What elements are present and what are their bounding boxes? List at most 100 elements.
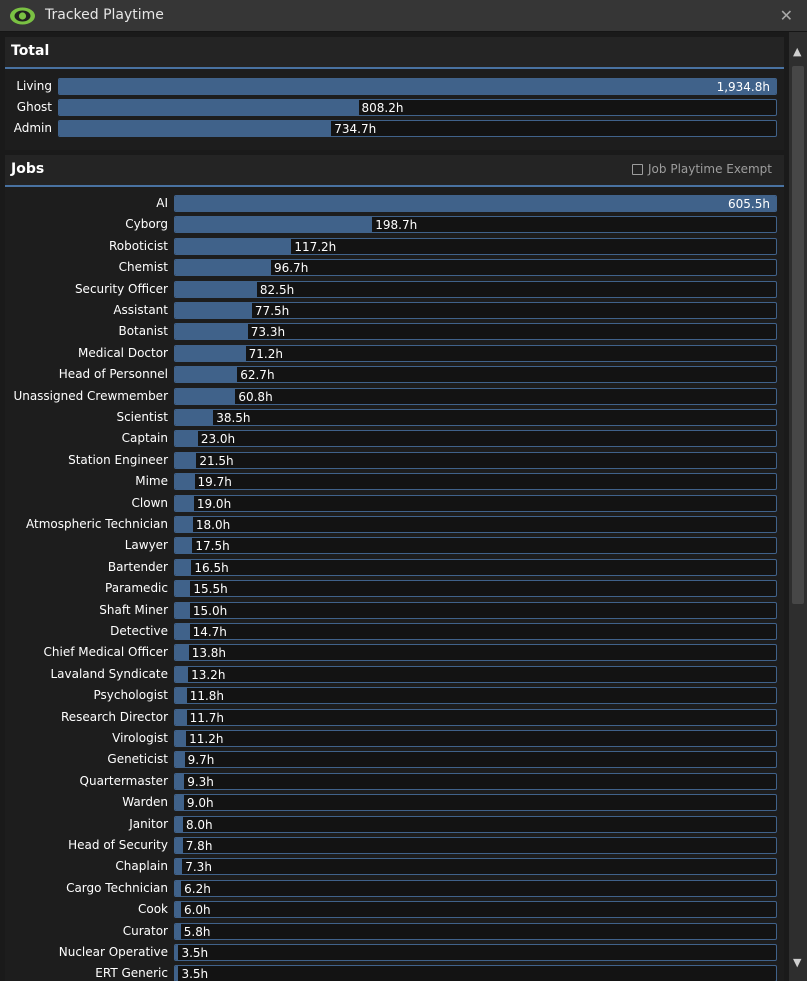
job-progress-fill (175, 795, 184, 811)
job-progress-bar: 73.3h (174, 323, 777, 341)
job-progress-fill (175, 709, 187, 725)
job-hours-value: 38.5h (216, 411, 251, 425)
job-progress-bar: 11.8h (174, 687, 777, 705)
job-row-atmospheric-technician: Atmospheric Technician 18.0h (5, 514, 784, 535)
checkbox-icon[interactable] (632, 163, 644, 175)
job-label: Psychologist (93, 688, 168, 703)
job-progress-bar: 23.0h (174, 430, 777, 448)
job-row-shaft-miner: Shaft Miner 15.0h (5, 600, 784, 621)
job-hours-value: 62.7h (240, 368, 275, 383)
close-icon[interactable]: ✕ (779, 6, 793, 25)
job-label: Mime (135, 474, 168, 489)
job-row-detective: Detective 14.7h (5, 621, 784, 642)
scroll-up-arrow-icon[interactable]: ▲ (793, 45, 802, 58)
job-hours-value: 8.0h (185, 817, 213, 832)
job-hours-value: 82.5h (259, 282, 295, 297)
total-label: Living (16, 79, 52, 93)
vertical-scrollbar[interactable]: ▲ ▼ (789, 32, 807, 981)
job-label: Cyborg (125, 217, 168, 232)
scroll-down-arrow-icon[interactable]: ▼ (793, 956, 802, 969)
job-label: Assistant (113, 303, 168, 317)
job-progress-bar: 605.5h (174, 195, 777, 212)
job-progress-bar: 9.0h (174, 794, 777, 812)
job-hours-value: 605.5h (728, 197, 770, 211)
job-progress-fill (175, 773, 185, 789)
job-label: AI (156, 196, 168, 210)
job-label: Head of Personnel (58, 367, 168, 382)
job-progress-bar: 16.5h (174, 558, 777, 576)
job-hours-value: 16.5h (194, 560, 229, 575)
job-progress-bar: 5.8h (174, 922, 777, 940)
job-hours-value: 17.5h (195, 539, 230, 554)
job-hours-value: 73.3h (250, 325, 286, 340)
total-row-admin: Admin 734.7h (5, 118, 784, 139)
job-row-medical-doctor: Medical Doctor 71.2h (5, 343, 784, 364)
job-progress-bar: 13.8h (174, 644, 777, 662)
job-label: Cargo Technician (66, 880, 168, 895)
job-progress-fill (175, 923, 181, 939)
total-hours-value: 808.2h (361, 101, 404, 115)
job-progress-fill (175, 838, 183, 853)
job-row-scientist: Scientist 38.5h (5, 407, 784, 428)
job-hours-value: 18.0h (195, 518, 231, 532)
jobs-section-header: Jobs Job Playtime Exempt (5, 155, 784, 187)
title-bar[interactable]: Tracked Playtime ✕ (0, 0, 807, 32)
job-label: Chaplain (115, 859, 168, 874)
job-progress-fill (175, 666, 189, 682)
job-progress-bar: 60.8h (174, 387, 777, 405)
job-playtime-exempt-checkbox[interactable]: Job Playtime Exempt (632, 162, 772, 176)
job-row-bartender: Bartender 16.5h (5, 557, 784, 578)
job-hours-value: 23.0h (200, 432, 236, 447)
job-progress-bar: 6.0h (174, 901, 777, 919)
job-progress-fill (175, 495, 194, 511)
job-row-warden: Warden 9.0h (5, 792, 784, 813)
job-label: Scientist (116, 410, 168, 424)
job-row-quartermaster: Quartermaster 9.3h (5, 771, 784, 792)
total-row-living: Living 1,934.8h (5, 76, 784, 97)
eye-icon (10, 7, 35, 25)
job-progress-bar: 13.2h (174, 665, 777, 683)
job-progress-fill (175, 902, 181, 918)
job-progress-fill (175, 281, 257, 297)
jobs-section-title: Jobs (11, 161, 45, 177)
job-progress-fill (175, 688, 187, 704)
job-row-cargo-technician: Cargo Technician 6.2h (5, 878, 784, 899)
job-progress-bar: 62.7h (174, 366, 777, 384)
total-progress-fill (59, 79, 776, 94)
job-label: Chief Medical Officer (43, 645, 169, 660)
job-row-unassigned-crewmember: Unassigned Crewmember 60.8h (5, 386, 784, 407)
job-progress-fill (175, 345, 246, 361)
job-progress-fill (175, 367, 238, 383)
total-hours-value: 1,934.8h (716, 80, 770, 94)
job-row-ai: AI 605.5h (5, 193, 784, 214)
job-row-geneticist: Geneticist 9.7h (5, 749, 784, 770)
job-progress-bar: 38.5h (174, 409, 777, 426)
job-hours-value: 7.3h (185, 860, 212, 875)
job-hours-value: 15.5h (193, 582, 228, 597)
job-progress-bar: 3.5h (174, 965, 777, 981)
job-progress-fill (175, 474, 195, 490)
job-hours-value: 117.2h (294, 239, 337, 254)
job-hours-value: 19.0h (196, 496, 232, 511)
job-row-virologist: Virologist 11.2h (5, 728, 784, 749)
job-progress-bar: 6.2h (174, 879, 777, 897)
job-progress-fill (175, 602, 190, 618)
job-progress-fill (175, 731, 187, 746)
job-label: Unassigned Crewmember (13, 388, 168, 403)
job-label: Janitor (129, 816, 168, 831)
job-label: Roboticist (108, 238, 168, 253)
job-progress-fill (175, 260, 271, 276)
content-area: Total Living 1,934.8h Ghost 808.2h Admin 734.… (0, 32, 789, 981)
job-progress-bar: 82.5h (174, 280, 777, 298)
job-row-clown: Clown 19.0h (5, 493, 784, 514)
total-progress-fill (59, 100, 359, 115)
job-label: Medical Doctor (78, 345, 168, 360)
scrollbar-thumb[interactable] (792, 66, 804, 604)
job-progress-fill (175, 880, 182, 896)
job-label: Station Engineer (68, 452, 168, 467)
job-row-assistant: Assistant 77.5h (5, 300, 784, 321)
job-progress-bar: 15.0h (174, 601, 777, 619)
total-section: Total Living 1,934.8h Ghost 808.2h Admin 734.… (5, 37, 784, 150)
job-label: Geneticist (107, 752, 168, 767)
job-label: Lawyer (124, 538, 168, 553)
